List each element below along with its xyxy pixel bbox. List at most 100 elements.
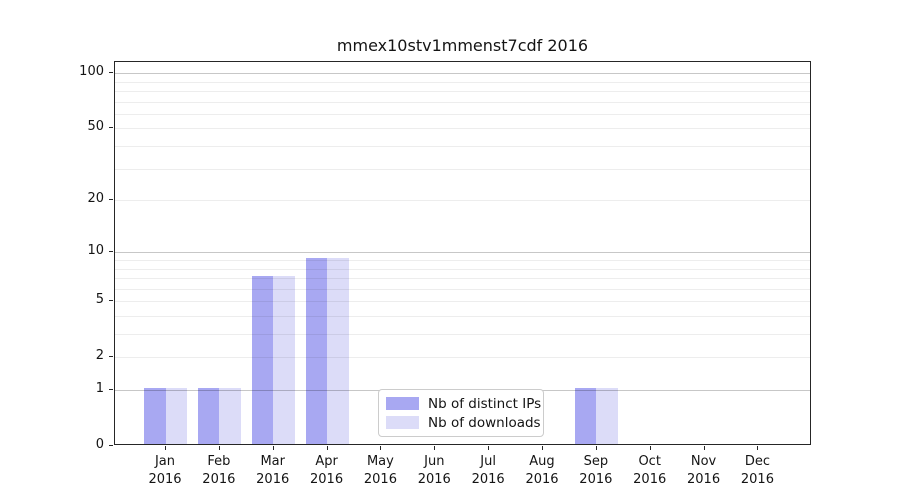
y-gridline-minor — [115, 278, 810, 280]
bar-distinct-ips — [305, 258, 328, 444]
y-gridline-minor — [115, 101, 810, 103]
y-tick-mark — [109, 389, 113, 390]
x-tick-label: Dec 2016 — [725, 453, 789, 489]
x-tick-year: 2016 — [417, 472, 451, 487]
y-gridline-minor — [115, 91, 810, 93]
x-tick-year: 2016 — [310, 472, 344, 487]
x-tick-month: Oct — [638, 454, 661, 469]
x-tick-month: Jun — [424, 454, 445, 469]
y-tick-label: 100 — [79, 64, 104, 80]
x-tick-label: Apr 2016 — [295, 453, 359, 489]
x-tick-mark — [434, 446, 436, 450]
y-tick-mark — [109, 251, 113, 253]
x-tick-month: Jan — [154, 454, 176, 469]
x-tick-month: Dec — [744, 454, 770, 469]
x-tick-month: Sep — [583, 454, 609, 469]
x-tick-month: Nov — [690, 454, 717, 469]
bar-downloads — [165, 388, 187, 444]
y-gridline-minor — [115, 260, 810, 261]
legend-label-downloads: Nb of downloads — [428, 414, 541, 431]
y-tick-mark — [109, 199, 113, 201]
x-tick-label: Jan 2016 — [133, 453, 197, 489]
x-tick-label: Mar 2016 — [241, 453, 305, 489]
y-tick-label: 20 — [87, 191, 104, 207]
x-tick-mark — [703, 446, 705, 450]
x-tick-mark — [165, 446, 166, 450]
x-tick-label: Jun 2016 — [402, 453, 466, 489]
x-tick-year: 2016 — [579, 472, 613, 487]
bar-downloads — [596, 388, 618, 444]
x-tick-year: 2016 — [525, 472, 559, 487]
y-gridline-minor — [115, 128, 810, 130]
x-tick-label: Oct 2016 — [618, 453, 682, 489]
x-tick-mark — [541, 446, 543, 450]
legend: Nb of distinct IPs Nb of downloads — [378, 389, 544, 437]
y-tick-label: 1 — [95, 381, 104, 396]
x-tick-year: 2016 — [471, 472, 505, 487]
x-tick-year: 2016 — [202, 472, 236, 487]
plot-area — [114, 61, 811, 445]
x-tick-mark — [488, 446, 490, 450]
x-tick-label: Aug 2016 — [510, 453, 574, 489]
x-tick-year: 2016 — [633, 472, 667, 487]
y-tick-label: 2 — [95, 348, 104, 364]
legend-swatch-distinct-ips-icon — [386, 397, 419, 410]
x-tick-mark — [218, 446, 220, 450]
y-gridline-major — [115, 252, 810, 254]
x-tick-year: 2016 — [256, 472, 290, 487]
x-tick-mark — [380, 446, 382, 450]
y-gridline-minor — [115, 168, 810, 170]
y-tick-mark — [109, 127, 113, 129]
x-tick-mark — [326, 446, 328, 450]
x-tick-label: Jul 2016 — [456, 453, 520, 489]
legend-label-distinct-ips: Nb of distinct IPs — [428, 395, 542, 412]
x-tick-year: 2016 — [148, 472, 182, 487]
legend-swatch-downloads-icon — [386, 416, 419, 429]
y-gridline-minor — [115, 315, 810, 317]
x-tick-month: Jul — [480, 454, 496, 469]
y-tick-mark — [109, 300, 113, 302]
bar-downloads — [273, 276, 295, 444]
bar-distinct-ips — [251, 276, 274, 444]
bar-downloads — [219, 388, 241, 444]
x-tick-mark — [595, 446, 597, 450]
y-tick-label: 10 — [87, 243, 104, 259]
y-gridline-minor — [115, 334, 810, 336]
legend-item-downloads: Nb of downloads — [386, 415, 541, 431]
y-tick-label: 50 — [87, 119, 104, 135]
x-tick-month: Feb — [207, 454, 231, 469]
bar-downloads — [327, 258, 349, 444]
x-tick-label: Sep 2016 — [564, 453, 628, 489]
y-gridline-minor — [115, 301, 810, 303]
y-gridline-minor — [115, 113, 810, 115]
y-tick-mark — [109, 445, 113, 446]
y-gridline-minor — [115, 268, 810, 270]
x-tick-year: 2016 — [363, 472, 397, 487]
y-tick-mark — [109, 72, 113, 74]
x-tick-year: 2016 — [740, 472, 774, 487]
x-tick-mark — [649, 446, 651, 450]
x-tick-year: 2016 — [687, 472, 721, 487]
y-gridline-minor — [115, 81, 810, 83]
y-gridline-minor — [115, 200, 810, 202]
y-tick-label: 5 — [95, 292, 104, 308]
y-gridline-minor — [115, 357, 810, 359]
y-tick-label: 0 — [95, 437, 104, 452]
x-tick-month: Aug — [529, 454, 555, 469]
y-gridline-minor — [115, 288, 810, 290]
bars-layer — [115, 62, 810, 444]
x-tick-label: Nov 2016 — [672, 453, 736, 489]
bar-distinct-ips — [574, 388, 597, 444]
y-gridline-minor — [115, 146, 810, 148]
x-tick-label: May 2016 — [348, 453, 412, 489]
bar-distinct-ips — [144, 388, 166, 444]
y-tick-mark — [109, 356, 113, 358]
x-tick-mark — [272, 446, 274, 450]
x-tick-mark — [757, 446, 759, 450]
chart-title: mmex10stv1mmenst7cdf 2016 — [336, 36, 589, 55]
x-tick-label: Feb 2016 — [187, 453, 251, 489]
gridlines-layer — [115, 62, 810, 444]
x-tick-month: Mar — [260, 454, 285, 469]
